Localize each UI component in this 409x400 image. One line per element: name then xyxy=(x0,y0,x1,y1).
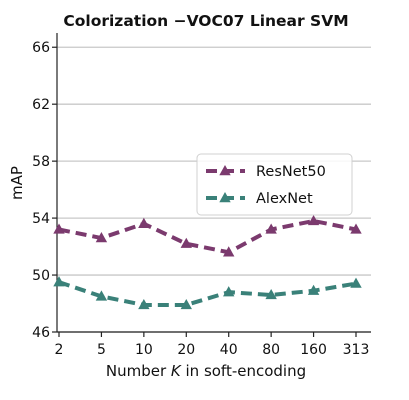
legend-marker-resnet50 xyxy=(219,165,231,176)
legend: ResNet50 AlexNet xyxy=(196,153,353,216)
legend-label-alexnet: AlexNet xyxy=(256,191,313,207)
series-line-resnet50 xyxy=(58,218,357,255)
y-tick-label-62: 62 xyxy=(32,97,50,113)
chart-title: Colorization −VOC07 Linear SVM xyxy=(63,12,348,30)
y-tick-label-58: 58 xyxy=(32,154,50,170)
x-tick-label-2: 2 xyxy=(55,342,64,358)
legend-marker-alexnet xyxy=(219,192,231,203)
data-point-alexnet-10 xyxy=(138,298,150,310)
x-axis-label: Number K in soft-encoding xyxy=(106,362,306,380)
y-ticks: 46 50 54 58 62 66 xyxy=(32,40,57,341)
y-tick-label-54: 54 xyxy=(32,211,50,227)
x-tick-label-10: 10 xyxy=(135,342,153,358)
data-point-alexnet-160 xyxy=(307,284,320,295)
data-point-resnet50-80 xyxy=(265,223,277,234)
data-point-alexnet-80 xyxy=(265,288,277,300)
y-axis-label: mAP xyxy=(8,166,26,200)
x-axis-label-variable: K xyxy=(171,362,182,380)
data-point-resnet50-40 xyxy=(223,246,235,257)
x-tick-label-20: 20 xyxy=(177,342,195,358)
x-axis-label-prefix: Number xyxy=(106,362,171,380)
y-tick-label-66: 66 xyxy=(32,40,50,56)
y-tick-label-50: 50 xyxy=(32,268,50,284)
x-tick-label-313: 313 xyxy=(343,342,370,358)
data-point-resnet50-2 xyxy=(53,223,65,234)
data-point-resnet50-10 xyxy=(138,217,150,228)
x-ticks: 2 5 10 20 40 80 160 313 xyxy=(55,332,370,358)
data-point-alexnet-40 xyxy=(223,286,235,297)
data-point-resnet50-20 xyxy=(180,237,192,248)
data-point-resnet50-5 xyxy=(95,232,108,243)
legend-label-resnet50: ResNet50 xyxy=(256,164,326,180)
x-axis-label-suffix: in soft-encoding xyxy=(181,362,306,380)
series-line-alexnet xyxy=(58,280,357,307)
x-tick-label-40: 40 xyxy=(220,342,238,358)
data-point-resnet50-160 xyxy=(307,214,320,226)
x-tick-label-160: 160 xyxy=(300,342,327,358)
legend-box xyxy=(196,153,353,216)
data-point-alexnet-313 xyxy=(350,277,362,288)
data-point-alexnet-5 xyxy=(95,290,108,301)
series xyxy=(53,214,362,310)
data-point-resnet50-313 xyxy=(350,223,362,234)
x-tick-label-5: 5 xyxy=(97,342,106,358)
data-point-alexnet-2 xyxy=(53,276,65,287)
data-point-alexnet-20 xyxy=(180,298,192,310)
y-tick-label-46: 46 xyxy=(32,325,50,341)
x-tick-label-80: 80 xyxy=(262,342,280,358)
